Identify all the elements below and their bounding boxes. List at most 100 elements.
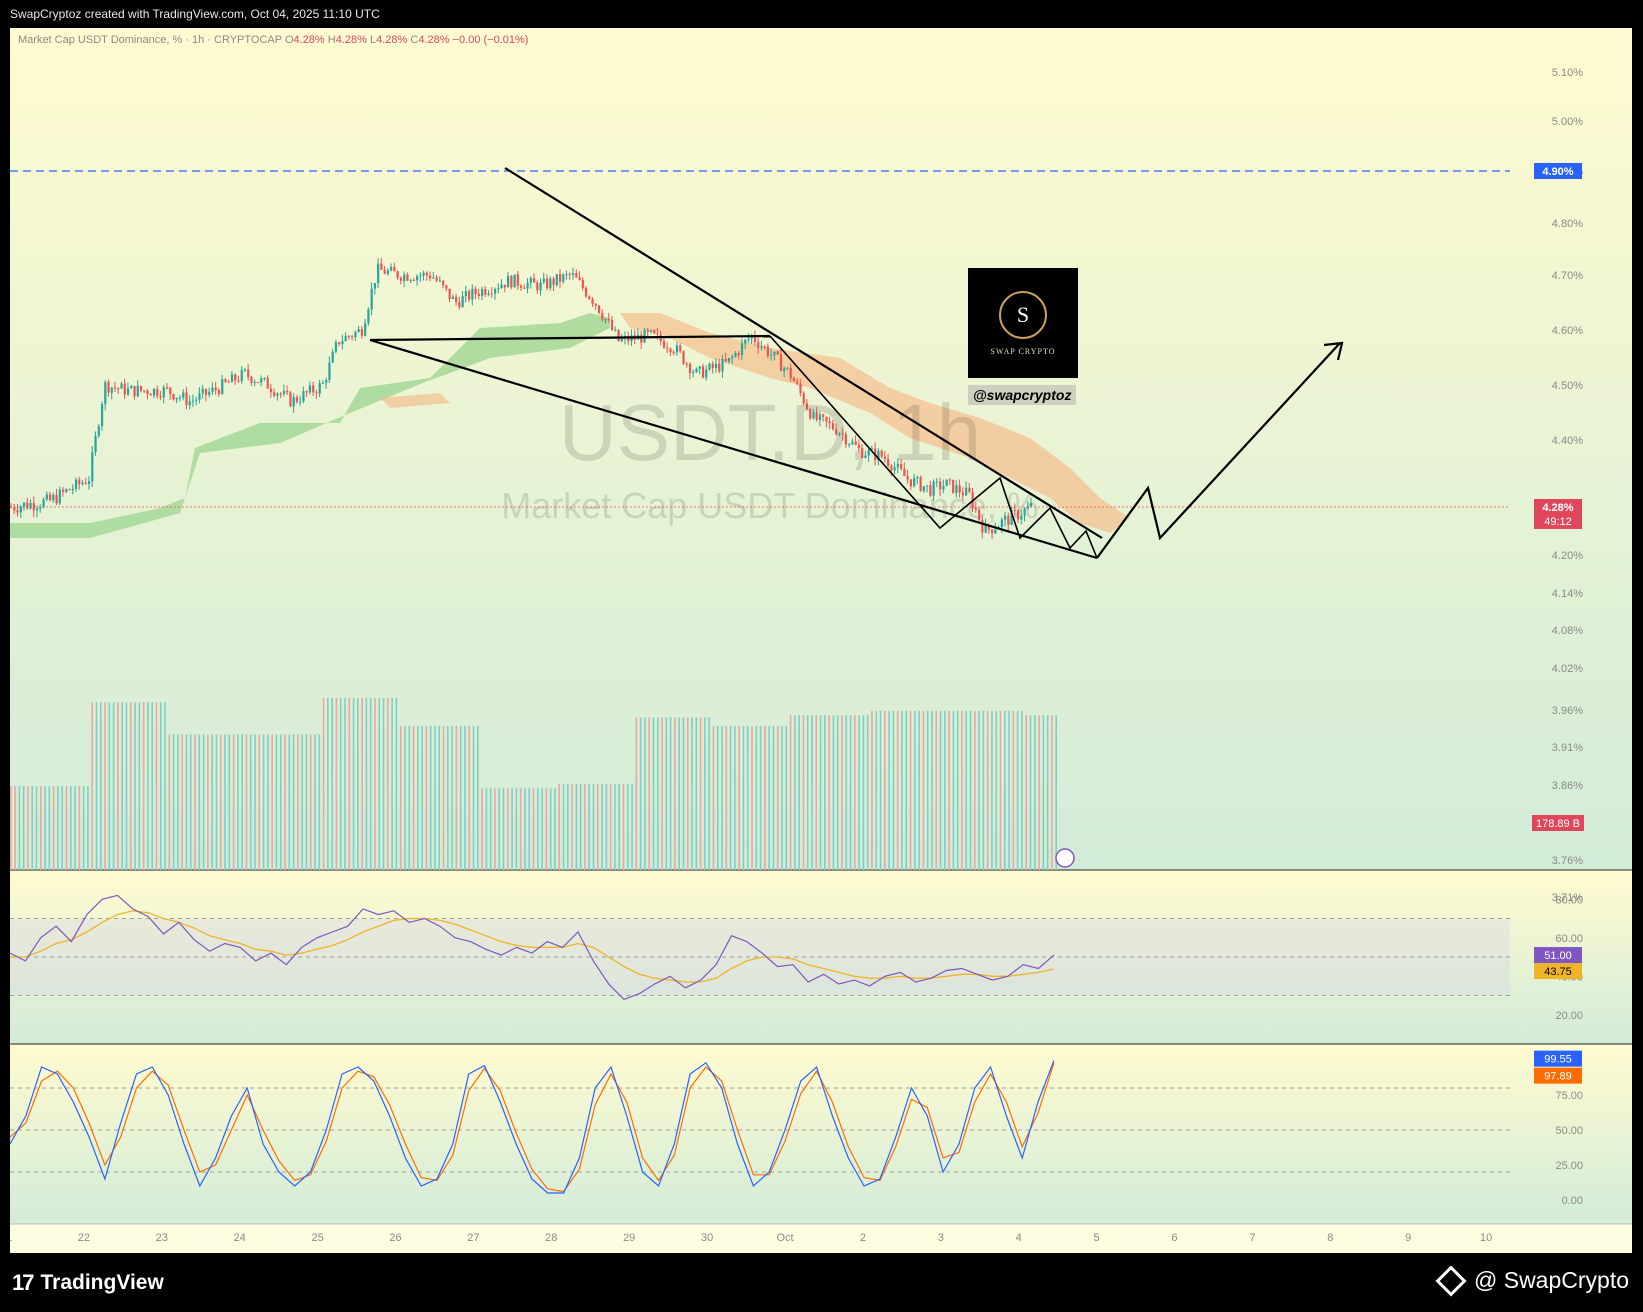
candle-body bbox=[178, 397, 182, 399]
candle-body bbox=[29, 503, 32, 509]
price-tick: 4.14% bbox=[1552, 588, 1583, 600]
candle-body bbox=[325, 380, 328, 383]
crest-icon: S bbox=[999, 290, 1047, 339]
candle-body bbox=[1030, 503, 1033, 507]
volume-bar bbox=[789, 715, 792, 870]
candle-body bbox=[610, 319, 614, 331]
candle-body bbox=[61, 489, 65, 492]
volume-bar bbox=[112, 702, 115, 870]
volume-bar bbox=[52, 786, 55, 870]
time-tick: 29 bbox=[623, 1232, 635, 1244]
candle-body bbox=[52, 494, 55, 501]
chart-canvas[interactable]: 5.10% 5.00% 4.90% 4.80% 4.70% 4.60% 4.50% 4.40%… bbox=[10, 28, 1632, 1253]
volume-bar bbox=[682, 717, 685, 870]
volume-bar bbox=[866, 715, 869, 870]
price-tick: 3.91% bbox=[1552, 742, 1583, 754]
volume-bar bbox=[742, 725, 745, 870]
volume-bar bbox=[228, 734, 231, 870]
volume-bar bbox=[764, 725, 766, 870]
volume-bar bbox=[335, 698, 338, 870]
candle-body bbox=[854, 441, 857, 445]
candle-body bbox=[266, 377, 269, 389]
candle-body bbox=[305, 391, 308, 393]
candle-body bbox=[282, 390, 286, 394]
candle-body bbox=[919, 477, 922, 491]
candle-body bbox=[149, 394, 152, 396]
candle-body bbox=[835, 429, 838, 435]
volume-bar bbox=[352, 698, 355, 870]
candle-body bbox=[487, 293, 490, 295]
candle-body bbox=[549, 278, 552, 289]
candle-body bbox=[770, 354, 773, 356]
candle-body bbox=[500, 284, 503, 289]
candle-body bbox=[753, 335, 757, 342]
candle-body bbox=[740, 343, 744, 356]
volume-bar bbox=[1016, 710, 1019, 870]
tradingview-logo[interactable]: 17 TradingView bbox=[12, 1269, 164, 1297]
candle-body bbox=[230, 374, 234, 383]
candle-body bbox=[575, 272, 578, 278]
candle-body bbox=[165, 387, 169, 389]
chart-frame[interactable]: 5.10% 5.00% 4.90% 4.80% 4.70% 4.60% 4.50% 4.40%… bbox=[10, 28, 1632, 1253]
candle-body bbox=[341, 341, 344, 345]
candle-body bbox=[273, 392, 276, 396]
legend-open-label: O bbox=[284, 34, 294, 46]
volume-bar bbox=[785, 725, 788, 870]
time-tick: 10 bbox=[1480, 1232, 1492, 1244]
volume-bar bbox=[288, 734, 291, 870]
candle-body bbox=[805, 403, 809, 410]
volume-bar bbox=[172, 734, 175, 870]
volume-bar bbox=[656, 717, 659, 870]
candle-body bbox=[289, 392, 292, 407]
candle-body bbox=[35, 508, 39, 511]
candle-body bbox=[494, 289, 497, 294]
candle-body bbox=[727, 358, 731, 362]
candle-body bbox=[458, 302, 461, 308]
volume-bar bbox=[237, 734, 239, 870]
volume-bar bbox=[768, 725, 770, 870]
candle-body bbox=[1007, 515, 1010, 525]
rsi-ma-label: 43.75 bbox=[1544, 966, 1572, 978]
volume-bar bbox=[31, 786, 34, 870]
candle-body bbox=[55, 494, 58, 504]
volume-bar bbox=[652, 717, 655, 870]
candle-body bbox=[539, 282, 542, 291]
volume-bar bbox=[1021, 710, 1023, 870]
candle-body bbox=[286, 390, 289, 393]
candle-body bbox=[94, 435, 97, 453]
candle-body bbox=[578, 277, 581, 280]
volume-bar bbox=[545, 788, 548, 870]
candle-body bbox=[588, 296, 591, 299]
legend-high: 4.28% bbox=[335, 34, 367, 46]
volume-bar bbox=[562, 784, 565, 870]
candle-body bbox=[175, 397, 178, 400]
volume-bar bbox=[249, 734, 252, 870]
candle-body bbox=[978, 509, 981, 520]
volume-bar bbox=[1042, 715, 1045, 870]
volume-bar bbox=[155, 702, 158, 870]
candle-body bbox=[146, 390, 149, 395]
volume-bar bbox=[177, 734, 179, 870]
footer-bar: 17 TradingView @ SwapCrypto bbox=[0, 1253, 1643, 1312]
volume-bar bbox=[65, 786, 68, 870]
volume-bar bbox=[678, 717, 680, 870]
volume-bar bbox=[699, 717, 702, 870]
volume-bar bbox=[729, 725, 732, 870]
volume-bar bbox=[554, 788, 556, 870]
candle-body bbox=[315, 392, 318, 394]
candle-body bbox=[900, 464, 903, 469]
candle-body bbox=[565, 274, 568, 276]
candle-body bbox=[182, 392, 185, 398]
volume-bar bbox=[832, 715, 835, 870]
last-price-bg bbox=[1534, 499, 1582, 529]
volume-bar bbox=[275, 734, 278, 870]
candle-body bbox=[542, 278, 545, 283]
price-tick: 3.76% bbox=[1552, 855, 1583, 867]
candle-body bbox=[737, 352, 740, 356]
volume-bar bbox=[339, 698, 342, 870]
watermark-symbol: USDT.D, 1h bbox=[559, 388, 981, 477]
volume-bar bbox=[596, 784, 599, 870]
candle-body bbox=[705, 369, 708, 378]
candle-body bbox=[861, 448, 864, 458]
volume-bar bbox=[318, 734, 321, 870]
